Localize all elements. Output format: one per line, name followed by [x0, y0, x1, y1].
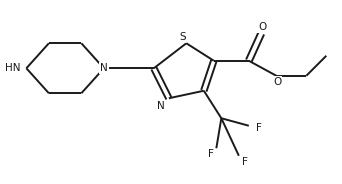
- Text: O: O: [258, 22, 266, 32]
- Text: F: F: [256, 123, 262, 133]
- Text: F: F: [242, 157, 248, 167]
- Text: HN: HN: [5, 63, 21, 73]
- Text: N: N: [157, 101, 165, 111]
- Text: S: S: [179, 32, 186, 42]
- Text: F: F: [208, 149, 214, 159]
- Text: N: N: [100, 63, 108, 73]
- Text: O: O: [273, 77, 281, 87]
